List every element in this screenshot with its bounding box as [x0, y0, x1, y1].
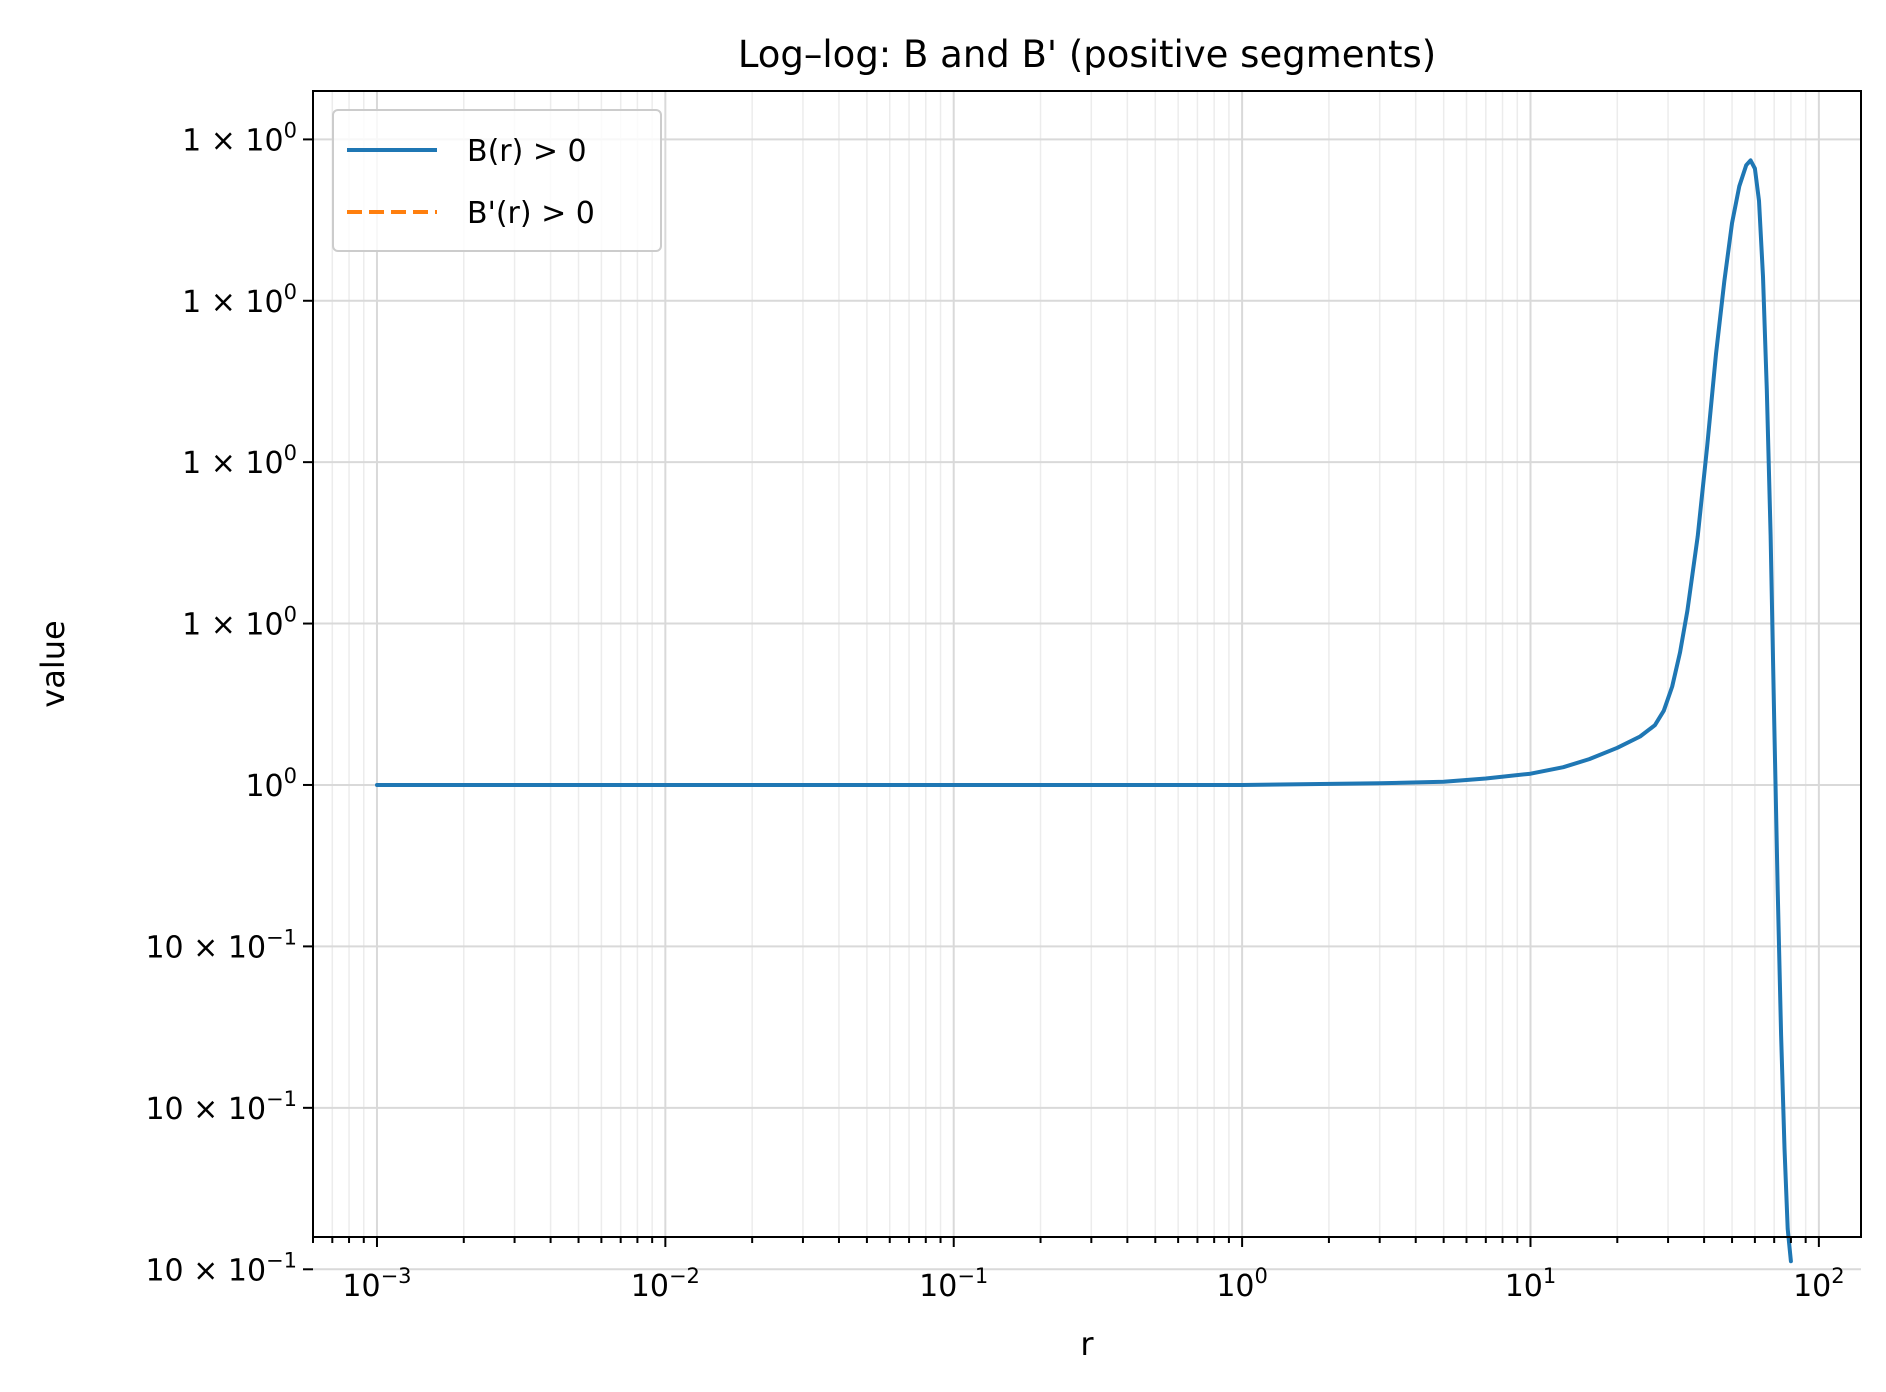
chart-title: Log–log: B and B' (positive segments) [738, 33, 1436, 76]
plot-area [375, 158, 1793, 1264]
y-tick-label: 1 × 100 [182, 280, 297, 320]
grid-lines [312, 91, 1861, 1271]
y-tick-label: 10 × 10−1 [145, 925, 297, 965]
legend: B(r) > 0 B'(r) > 0 [332, 109, 662, 252]
axes-frame [312, 90, 1862, 1238]
axis-ticks [303, 138, 1820, 1271]
x-tick-labels: 10−3 10−2 10−1 100 101 102 [342, 1264, 1844, 1304]
y-tick-label: 10 × 10−1 [145, 1087, 297, 1127]
y-tick-label: 1 × 100 [182, 441, 297, 481]
y-tick-label: 10 × 10−1 [145, 1248, 297, 1288]
x-tick-label: 10−3 [342, 1264, 411, 1304]
y-tick-labels: 1 × 100 1 × 100 1 × 100 1 × 100 100 10 × 10−1… [145, 118, 297, 1288]
x-tick-label: 101 [1505, 1264, 1557, 1304]
x-tick-label: 10−2 [631, 1264, 700, 1304]
x-tick-label: 100 [1216, 1264, 1268, 1304]
y-tick-label: 1 × 100 [182, 603, 297, 643]
x-tick-label: 102 [1793, 1264, 1845, 1304]
series-line-0 [375, 158, 1793, 1264]
x-tick-label: 10−1 [919, 1264, 988, 1304]
y-tick-label: 100 [245, 764, 297, 804]
legend-box [332, 109, 662, 252]
y-tick-label: 1 × 100 [182, 118, 297, 158]
legend-label-b: B(r) > 0 [467, 134, 587, 169]
x-axis-label: r [1080, 1325, 1094, 1363]
legend-label-bprime: B'(r) > 0 [467, 196, 595, 231]
y-axis-label: value [34, 620, 72, 707]
